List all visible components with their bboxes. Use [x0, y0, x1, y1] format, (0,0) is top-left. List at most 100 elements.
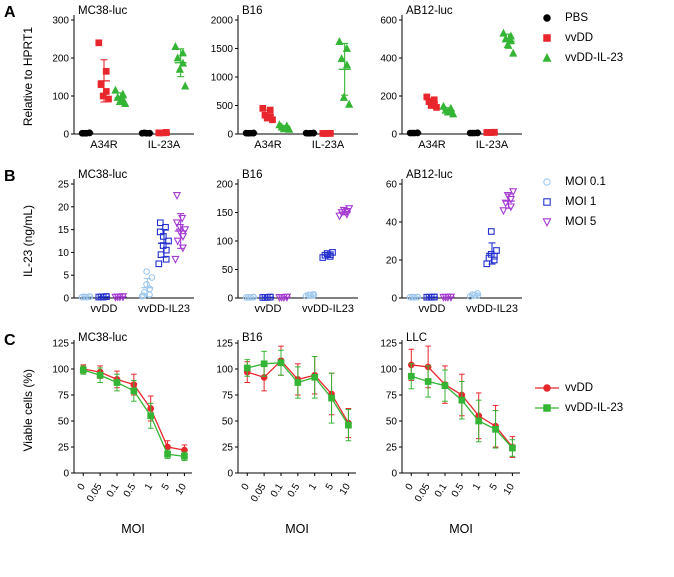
svg-text:0.5: 0.5 [450, 481, 467, 499]
legend-label-moi-5: MOI 5 [565, 216, 597, 228]
legend-item-vvdd: vvDD [534, 32, 623, 44]
svg-text:75: 75 [222, 391, 234, 402]
svg-text:0: 0 [227, 294, 233, 305]
vvdd-il23-line-marker-icon [534, 402, 560, 414]
legend-label-vvdd-il23-line: vvDD-IL-23 [565, 402, 624, 414]
svg-text:75: 75 [58, 391, 70, 402]
svg-text:B16: B16 [242, 332, 262, 344]
svg-text:50: 50 [386, 417, 398, 428]
panel-c-letter: C [4, 332, 16, 349]
svg-text:5: 5 [63, 271, 69, 282]
svg-text:vvDD-IL23: vvDD-IL23 [138, 303, 190, 315]
vvdd-il23-marker-icon [534, 52, 560, 64]
svg-text:0: 0 [227, 130, 233, 141]
svg-text:A34R: A34R [418, 139, 446, 151]
legend-item-moi-01: MOI 0.1 [534, 176, 606, 188]
svg-text:500: 500 [216, 101, 233, 112]
svg-text:A34R: A34R [254, 139, 282, 151]
legend-item-vvdd-il23-line: vvDD-IL-23 [534, 402, 623, 414]
svg-text:0: 0 [63, 469, 69, 480]
chart-c-mc38-luc: 0 25 50 75 100 125 MC38-luc 0 0.05 0.1 0.5 1 5 10 MOI [36, 330, 200, 540]
svg-text:10: 10 [58, 248, 70, 259]
svg-text:1: 1 [471, 481, 484, 492]
svg-text:1: 1 [307, 481, 320, 492]
chart-a-ab12-luc: 0 200 400 600 AB12-luc A34R IL-23A [364, 2, 528, 166]
svg-text:1000: 1000 [211, 73, 234, 84]
svg-text:100: 100 [380, 365, 397, 376]
svg-text:150: 150 [216, 208, 233, 219]
panel-c-ylabel: Viable cells (%) [21, 368, 35, 452]
svg-text:600: 600 [380, 16, 397, 27]
svg-text:1: 1 [143, 481, 156, 492]
svg-text:vvDD: vvDD [91, 303, 118, 315]
chart-b-b16: 0 50 100 150 200 B16 vvDD vvDD-IL23 [200, 166, 364, 330]
svg-text:IL-23A: IL-23A [476, 139, 509, 151]
svg-text:50: 50 [222, 417, 234, 428]
svg-text:0: 0 [391, 130, 397, 141]
svg-text:MC38-luc: MC38-luc [78, 332, 127, 344]
legend-panel-c: vvDD vvDD-IL-23 [534, 330, 623, 418]
svg-text:A34R: A34R [90, 139, 118, 151]
svg-text:LLC: LLC [406, 332, 427, 344]
panel-b: B IL-23 (ng/mL) 0 5 10 15 20 25 MC38-luc vvDD vv… [0, 166, 674, 330]
legend-label-vvdd-line: vvDD [565, 382, 594, 394]
legend-item-moi-1: MOI 1 [534, 196, 606, 208]
svg-text:125: 125 [52, 339, 69, 350]
chart-b-ab12-luc: 0 20 40 60 AB12-luc vvDD vvDD-IL23 [364, 166, 528, 330]
svg-text:B16: B16 [242, 5, 262, 17]
svg-text:MOI: MOI [285, 522, 309, 536]
moi-01-marker-icon [534, 176, 560, 188]
svg-text:200: 200 [216, 180, 233, 191]
legend-item-vvdd-il23: vvDD-IL-23 [534, 52, 623, 64]
svg-text:75: 75 [386, 391, 398, 402]
svg-text:vvDD: vvDD [255, 303, 282, 315]
legend-label-moi-1: MOI 1 [565, 196, 597, 208]
vvdd-line-marker-icon [534, 382, 560, 394]
svg-text:20: 20 [386, 256, 398, 267]
legend-label-vvdd: vvDD [565, 32, 594, 44]
svg-text:AB12-luc: AB12-luc [406, 5, 453, 17]
vvdd-marker-icon [534, 32, 560, 44]
svg-text:0: 0 [391, 294, 397, 305]
svg-text:25: 25 [386, 443, 398, 454]
svg-text:200: 200 [380, 92, 397, 103]
svg-text:0: 0 [404, 481, 417, 492]
svg-text:AB12-luc: AB12-luc [406, 169, 453, 181]
svg-text:0.05: 0.05 [85, 481, 105, 504]
svg-text:100: 100 [52, 92, 69, 103]
svg-text:1500: 1500 [211, 44, 234, 55]
legend-label-vvdd-il23: vvDD-IL-23 [565, 52, 624, 64]
moi-1-marker-icon [534, 196, 560, 208]
legend-item-vvdd-line: vvDD [534, 382, 623, 394]
svg-text:5: 5 [488, 481, 501, 492]
svg-text:IL-23A: IL-23A [148, 139, 181, 151]
svg-text:2000: 2000 [211, 16, 234, 27]
legend-label-moi-01: MOI 0.1 [565, 176, 606, 188]
chart-b-mc38-luc: 0 5 10 15 20 25 MC38-luc vvDD vvDD-IL23 [36, 166, 200, 330]
svg-text:0.1: 0.1 [105, 481, 122, 499]
svg-text:10: 10 [338, 481, 353, 497]
svg-text:40: 40 [386, 218, 398, 229]
svg-text:100: 100 [216, 237, 233, 248]
svg-text:0.1: 0.1 [433, 481, 450, 499]
svg-text:0.1: 0.1 [269, 481, 286, 499]
pbs-marker-icon [534, 12, 560, 24]
svg-text:60: 60 [386, 180, 398, 191]
svg-text:vvDD-IL23: vvDD-IL23 [302, 303, 354, 315]
svg-text:10: 10 [502, 481, 517, 497]
chart-c-b16: 0 25 50 75 100 125 B16 0 0.05 0.1 0.5 1 5 10 MOI [200, 330, 364, 540]
svg-text:MOI: MOI [121, 522, 145, 536]
svg-text:0.05: 0.05 [413, 481, 433, 504]
svg-text:B16: B16 [242, 169, 262, 181]
svg-text:0: 0 [391, 469, 397, 480]
svg-text:25: 25 [58, 443, 70, 454]
panel-a-letter: A [4, 4, 16, 21]
svg-text:20: 20 [58, 202, 70, 213]
legend-panel-b: MOI 0.1 MOI 1 MOI 5 [534, 166, 606, 232]
legend-item-moi-5: MOI 5 [534, 216, 606, 228]
svg-text:10: 10 [174, 481, 189, 497]
svg-text:IL-23A: IL-23A [312, 139, 345, 151]
svg-text:0.05: 0.05 [249, 481, 269, 504]
svg-text:0: 0 [63, 294, 69, 305]
